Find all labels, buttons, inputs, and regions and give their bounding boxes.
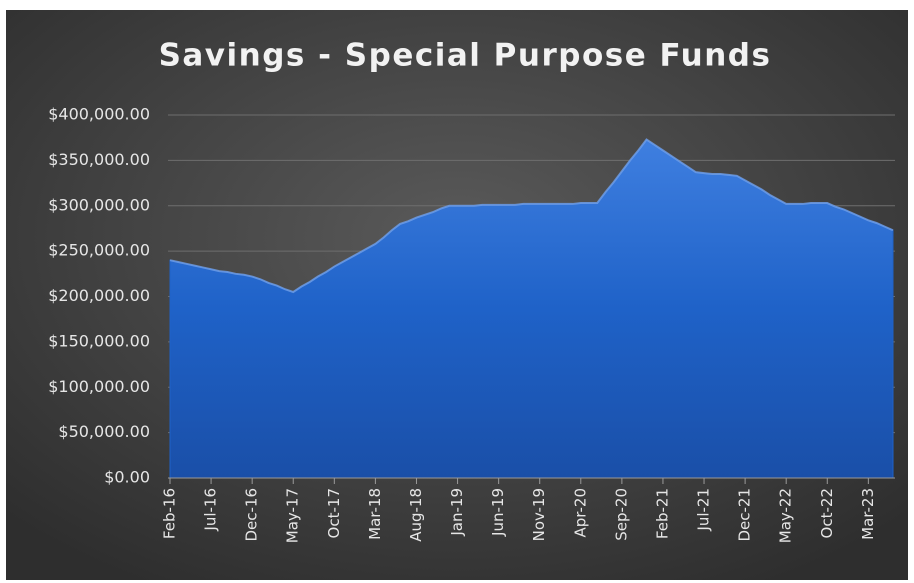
x-tick-label: Mar-18: [366, 488, 384, 540]
x-tick-label: Jul-21: [695, 488, 713, 532]
y-tick-label: $400,000.00: [48, 105, 150, 124]
x-tick-label: Nov-19: [530, 488, 548, 541]
y-tick-label: $350,000.00: [48, 150, 150, 169]
x-tick-label: Apr-20: [571, 488, 589, 538]
x-tick-label: Oct-17: [325, 488, 343, 538]
area-edge: [169, 138, 894, 294]
y-tick-label: $250,000.00: [48, 241, 150, 260]
x-tick-label: May-22: [777, 488, 795, 543]
y-tick-label: $0.00: [104, 468, 150, 487]
y-tick-label: $300,000.00: [48, 195, 150, 214]
x-tick-label: Dec-16: [243, 488, 261, 542]
x-tick-label: Jan-19: [448, 488, 466, 537]
y-tick-label: $50,000.00: [58, 422, 150, 441]
y-tick-label: $150,000.00: [48, 331, 150, 350]
x-tick-label: Jul-16: [202, 488, 220, 532]
x-tick-label: Aug-18: [407, 488, 425, 542]
chart-title: Savings - Special Purpose Funds: [159, 38, 772, 74]
x-tick-label: Jun-19: [489, 488, 507, 537]
x-tick-label: Sep-20: [612, 488, 630, 541]
x-tick-label: Dec-21: [736, 488, 754, 542]
y-tick-label: $200,000.00: [48, 286, 150, 305]
x-tick-label: Mar-23: [859, 488, 877, 540]
x-tick-label: Oct-22: [818, 488, 836, 538]
x-tick-label: Feb-21: [653, 488, 671, 539]
x-tick-label: Feb-16: [161, 488, 179, 539]
x-tick-label: May-17: [284, 488, 302, 543]
y-tick-label: $100,000.00: [48, 377, 150, 396]
